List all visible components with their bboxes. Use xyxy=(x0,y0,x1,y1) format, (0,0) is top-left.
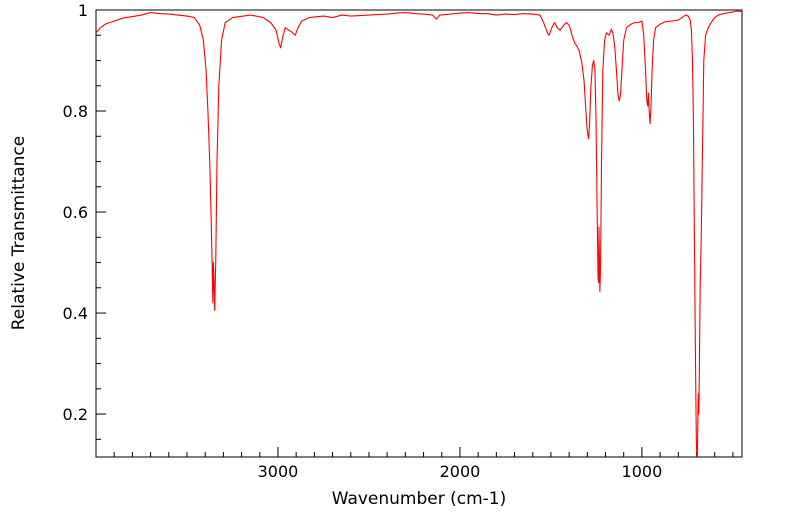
y-tick-label: 0.8 xyxy=(63,102,88,121)
axis-tick-labels: 3000 2000 1000 0.2 0.4 0.6 0.8 1 xyxy=(63,1,663,481)
x-tick-label: 3000 xyxy=(258,462,299,481)
spectrum-line xyxy=(96,10,742,457)
series-layer xyxy=(96,10,742,457)
y-tick-label: 0.6 xyxy=(63,203,88,222)
axis-ticks xyxy=(96,9,734,457)
y-tick-label: 1 xyxy=(78,1,88,20)
y-tick-label: 0.2 xyxy=(63,405,88,424)
x-tick-label: 1000 xyxy=(622,462,663,481)
x-tick-label: 2000 xyxy=(440,462,481,481)
y-tick-label: 0.4 xyxy=(63,304,88,323)
x-axis-label: Wavenumber (cm-1) xyxy=(332,489,507,509)
plot-frame xyxy=(95,9,743,458)
y-axis-label: Relative Transmittance xyxy=(9,136,29,331)
